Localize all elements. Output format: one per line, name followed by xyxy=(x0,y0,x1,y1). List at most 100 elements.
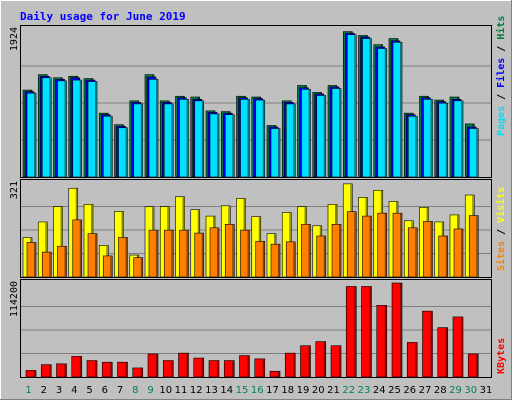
x-axis-day-label: 25 xyxy=(388,385,401,396)
bar-pages-day-2 xyxy=(41,77,52,178)
x-axis-day-label: 7 xyxy=(117,385,123,396)
bar-shade xyxy=(400,42,402,177)
bar-kbytes-day-14 xyxy=(223,360,235,378)
bar-shade xyxy=(49,252,51,277)
bar-shade xyxy=(95,361,97,377)
bar-pages-day-7 xyxy=(118,127,128,178)
bar-shade xyxy=(95,234,97,277)
x-axis-day-label: 27 xyxy=(419,385,432,396)
bar-kbytes-day-25 xyxy=(391,282,403,378)
x-axis-day-label: 9 xyxy=(147,385,153,396)
x-axis-day-label: 4 xyxy=(71,385,77,396)
bar-sites-day-9 xyxy=(148,229,159,278)
bar-sites-day-27 xyxy=(423,221,433,278)
bar-pages-day-30 xyxy=(468,128,479,178)
bar-sites-day-17 xyxy=(270,243,281,278)
x-axis-day-label: 29 xyxy=(449,385,462,396)
bar-shade xyxy=(110,256,112,277)
bar-shade xyxy=(79,80,82,177)
bar-pages-day-20 xyxy=(316,95,327,178)
bar-shade xyxy=(293,242,295,277)
bar-shade xyxy=(262,241,265,277)
bar-kbytes-day-12 xyxy=(193,357,205,378)
bar-sites-day-12 xyxy=(194,232,205,278)
bar-shade xyxy=(278,371,280,377)
bottom-panel-ymax-label: 114200 xyxy=(9,281,20,317)
bar-shade xyxy=(384,49,387,177)
bar-shade xyxy=(476,354,478,377)
bar-kbytes-day-11 xyxy=(178,352,189,378)
bar-sites-day-22 xyxy=(346,211,357,278)
bar-sites-day-19 xyxy=(301,223,311,278)
bar-shade xyxy=(34,370,36,377)
bar-pages-day-16 xyxy=(255,99,266,178)
top-panel-legend: Pages / Files / Hits xyxy=(495,16,507,136)
bar-pages-day-14 xyxy=(224,114,235,178)
x-axis-day-label: 16 xyxy=(251,385,264,396)
bar-shade xyxy=(400,213,402,277)
bar-sites-day-23 xyxy=(362,215,372,278)
bar-pages-day-4 xyxy=(72,79,83,178)
bar-shade xyxy=(201,233,204,277)
bar-shade xyxy=(430,221,433,277)
bar-shade xyxy=(262,359,265,377)
bars xyxy=(22,31,479,378)
bar-shade xyxy=(323,95,326,177)
x-axis-day-label: 1 xyxy=(25,385,31,396)
bar-sites-day-20 xyxy=(316,235,327,278)
bar-kbytes-day-26 xyxy=(406,342,418,378)
x-axis-day-label: 14 xyxy=(220,385,233,396)
bar-shade xyxy=(186,230,189,277)
bar-kbytes-day-6 xyxy=(101,361,113,378)
bar-shade xyxy=(293,104,295,177)
bar-shade xyxy=(369,39,372,177)
x-axis-day-label: 21 xyxy=(327,385,340,396)
bar-kbytes-day-24 xyxy=(376,305,388,378)
bar-shade xyxy=(64,81,67,177)
legend-visits: Visits xyxy=(495,187,507,223)
bar-kbytes-day-20 xyxy=(315,341,327,378)
bar-shade xyxy=(293,353,295,377)
bar-sites-day-3 xyxy=(57,245,67,278)
bar-pages-day-22 xyxy=(346,34,357,178)
bar-kbytes-day-5 xyxy=(86,360,98,378)
legend-sep-1: / xyxy=(496,88,507,106)
bar-shade xyxy=(95,82,97,177)
x-axis-day-label: 23 xyxy=(358,385,371,396)
bar-kbytes-day-13 xyxy=(208,360,220,378)
bar-kbytes-day-10 xyxy=(162,360,174,378)
middle-panel-ymax-label: 321 xyxy=(9,181,20,199)
bar-shade xyxy=(278,129,280,177)
x-axis-day-label: 11 xyxy=(175,385,188,396)
x-axis-day-label: 18 xyxy=(281,385,294,396)
bar-sites-day-16 xyxy=(255,240,266,278)
bar-shade xyxy=(445,103,448,177)
bar-shade xyxy=(247,230,250,277)
bar-shade xyxy=(308,89,311,177)
legend-kbytes: KBytes xyxy=(496,338,507,374)
bar-shade xyxy=(140,104,143,177)
bar-kbytes-day-27 xyxy=(422,310,433,378)
bar-pages-day-17 xyxy=(270,128,281,178)
bar-shade xyxy=(110,362,112,377)
bar-sites-day-6 xyxy=(102,255,113,278)
bar-pages-day-29 xyxy=(453,100,464,178)
bar-sites-day-1 xyxy=(26,242,37,278)
top-panel-ymax-label: 1924 xyxy=(9,27,20,51)
bar-shade xyxy=(110,116,112,177)
chart-title: Daily usage for June 2019 xyxy=(20,10,186,23)
bar-pages-day-24 xyxy=(377,48,388,178)
bar-shade xyxy=(339,224,341,277)
bar-shade xyxy=(232,224,234,277)
bar-pages-day-28 xyxy=(438,102,449,178)
bar-sites-day-10 xyxy=(163,229,174,278)
bar-sites-day-15 xyxy=(240,229,250,278)
bar-sites-day-2 xyxy=(41,251,52,278)
bar-kbytes-day-19 xyxy=(300,345,311,378)
bar-shade xyxy=(308,346,311,377)
bar-shade xyxy=(186,99,189,177)
bar-shade xyxy=(461,101,463,177)
bar-shade xyxy=(79,356,82,377)
x-axis-day-label: 19 xyxy=(297,385,310,396)
bottom-panel-legend: KBytes xyxy=(496,338,507,374)
